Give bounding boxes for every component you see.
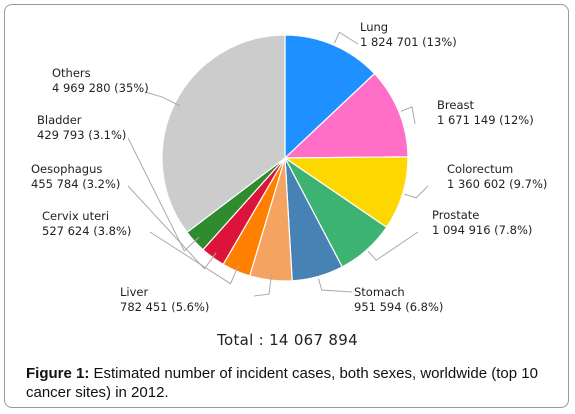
leader-line (144, 91, 181, 107)
slice-breast (283, 72, 409, 159)
leader-line (253, 274, 272, 297)
slice-value-label: 782 451 (5.6%) (120, 300, 209, 314)
slice-value-label: 1 360 602 (9.7%) (447, 177, 547, 191)
slice-name-label: Others (52, 66, 91, 80)
slice-colorectum (283, 156, 409, 229)
slice-name-label: Breast (437, 98, 474, 112)
leader-line (127, 185, 217, 270)
slice-value-label: 527 624 (3.8%) (42, 224, 131, 238)
slice-value-label: 429 793 (3.1%) (37, 128, 126, 142)
leader-line (149, 231, 239, 285)
leader-line (400, 106, 416, 125)
slice-name-label: Prostate (432, 208, 479, 222)
figure-caption: Figure 1: Estimated number of incident c… (26, 364, 556, 402)
leader-line (127, 137, 200, 252)
slice-name-label: Lung (360, 20, 388, 34)
leader-line (317, 278, 353, 293)
slice-value-label: 1 824 701 (13%) (360, 35, 457, 49)
slice-name-label: Stomach (354, 285, 405, 299)
figure-frame (4, 4, 569, 408)
leader-line (334, 31, 359, 45)
slice-value-label: 1 671 149 (12%) (437, 113, 534, 127)
slice-value-label: 4 969 280 (35%) (52, 81, 149, 95)
slice-value-label: 455 784 (3.2%) (31, 177, 120, 191)
slice-name-label: Colorectum (447, 162, 513, 176)
slice-name-label: Liver (120, 285, 148, 299)
slice-lung (284, 34, 376, 160)
caption-text: Estimated number of incident cases, both… (26, 365, 538, 401)
leader-line (367, 231, 419, 261)
slice-value-label: 951 594 (6.8%) (354, 300, 443, 314)
caption-prefix: Figure 1: (26, 365, 90, 382)
slice-name-label: Bladder (37, 113, 82, 127)
leader-line (404, 185, 429, 199)
slice-name-label: Cervix uteri (42, 209, 109, 223)
slice-name-label: Oesophagus (31, 162, 102, 176)
slice-value-label: 1 094 916 (7.8%) (432, 223, 532, 237)
chart-total: Total : 14 067 894 (217, 331, 358, 349)
